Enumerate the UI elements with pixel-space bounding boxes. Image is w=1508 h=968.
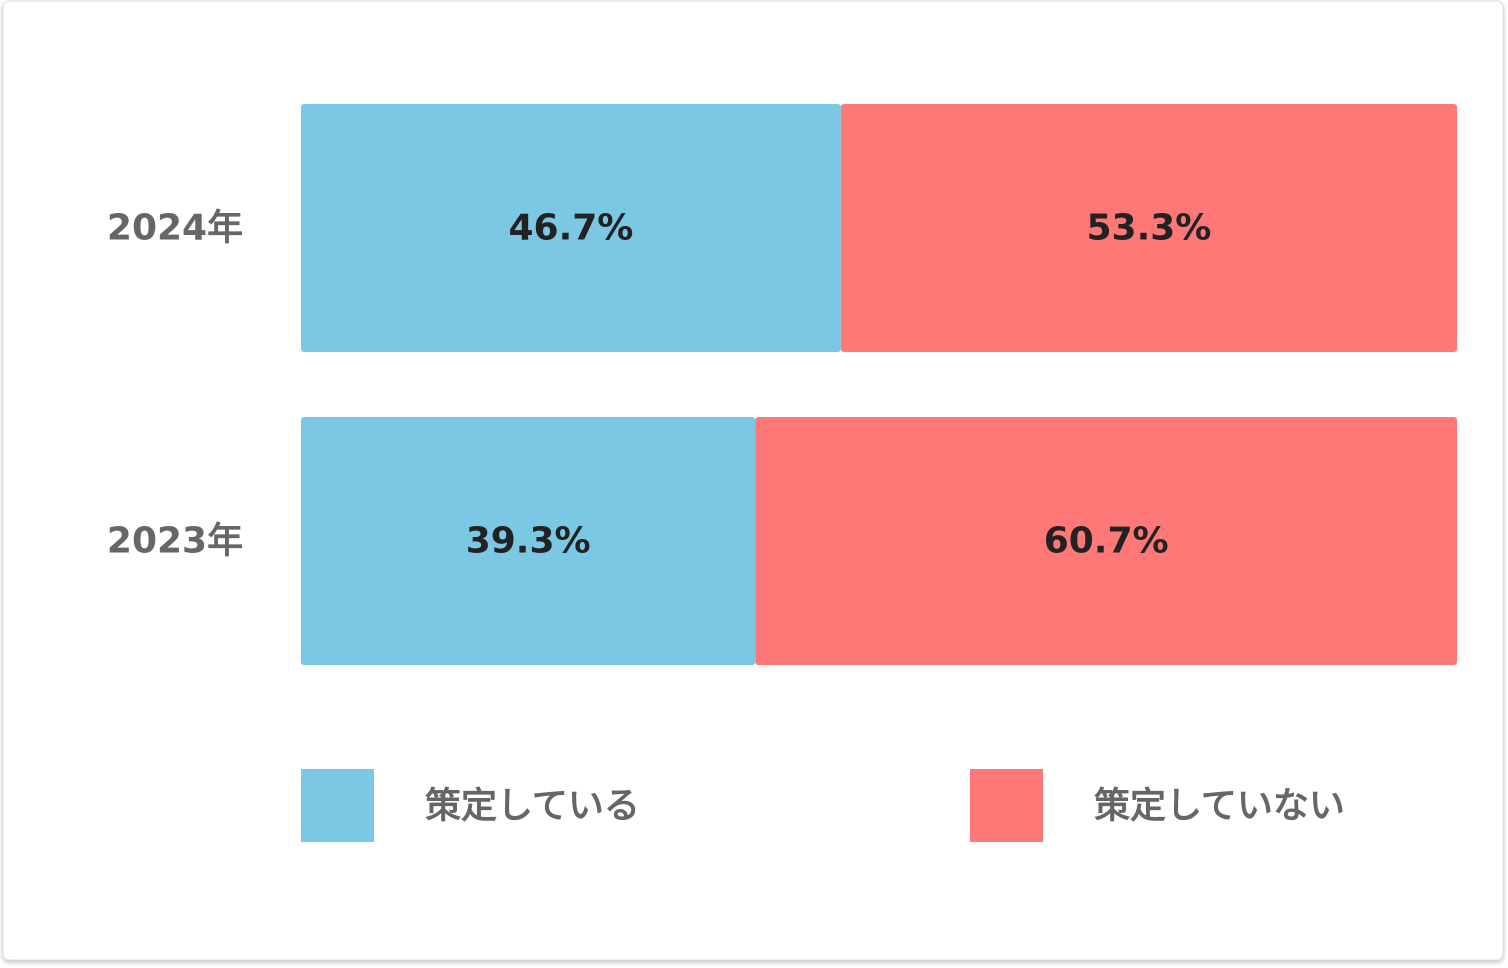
value-label: 60.7% [1044,521,1169,562]
legend-swatch [301,769,374,842]
bar-segment [755,417,1457,665]
bar-segment [301,417,756,665]
bar-segment [840,104,1457,352]
bar-segment [301,104,841,352]
value-label: 39.3% [466,521,591,562]
value-label: 53.3% [1086,208,1211,249]
legend-label: 策定していない [1094,786,1345,827]
legend-label: 策定している [425,786,640,827]
value-label: 46.7% [508,208,633,249]
y-tick-label: 2024年 [107,208,243,249]
y-tick-label: 2023年 [107,521,243,562]
legend-swatch [970,769,1043,842]
